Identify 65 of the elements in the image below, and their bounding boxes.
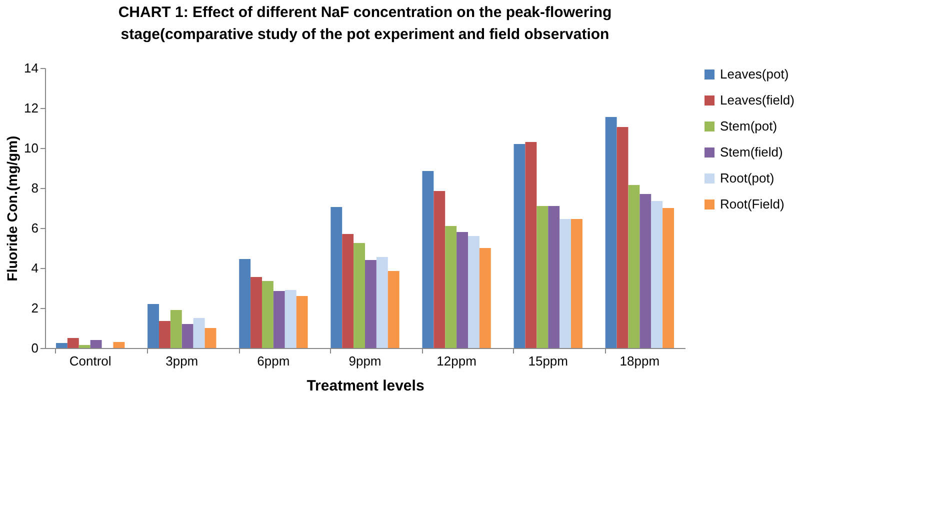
y-tick-label: 14: [24, 60, 38, 76]
y-tick-label: 12: [24, 100, 38, 116]
bar: [193, 318, 205, 348]
bar: [536, 206, 548, 348]
bar: [250, 277, 262, 348]
y-tick-label: 2: [31, 300, 38, 316]
bar: [262, 281, 274, 348]
bar: [67, 338, 79, 348]
bar: [616, 127, 628, 348]
legend-label: Stem(pot): [720, 118, 778, 134]
bar: [204, 328, 216, 348]
bar: [365, 260, 376, 348]
legend-label: Stem(field): [720, 144, 783, 160]
x-tick-label: 12ppm: [436, 354, 476, 368]
bar: [56, 343, 68, 348]
bar: [342, 234, 354, 348]
x-tick-label: 15ppm: [528, 354, 568, 368]
bar: [273, 291, 285, 348]
x-axis-title: Treatment levels: [306, 378, 424, 394]
bar: [376, 257, 388, 348]
x-tick-label: 9ppm: [348, 354, 382, 368]
bar: [605, 117, 617, 348]
bar: [296, 296, 308, 348]
bar: [158, 321, 170, 348]
bar: [78, 345, 90, 348]
legend-label: Root(Field): [720, 196, 784, 212]
bar: [651, 201, 663, 348]
x-tick-label: Control: [69, 354, 112, 368]
bar: [640, 194, 652, 348]
bar: [571, 219, 582, 348]
x-tick-label: 18ppm: [620, 354, 660, 368]
bar: [239, 259, 251, 348]
bar: [284, 290, 296, 348]
bar: [182, 324, 194, 348]
bar: [560, 219, 572, 348]
chart-title: CHART 1: Effect of different NaF concentration on the peak-flowering stage(comparative study of the pot experiment and field observation: [118, 4, 612, 43]
bar: [548, 206, 560, 348]
bar: [456, 232, 468, 348]
x-tick-label: 3ppm: [166, 354, 198, 368]
y-tick-label: 0: [31, 340, 38, 356]
bar: [514, 144, 526, 348]
bar: [434, 191, 446, 348]
bar: [388, 271, 400, 348]
bar: [445, 226, 457, 348]
legend-label: Leaves(pot): [720, 66, 789, 82]
bar: [525, 142, 537, 348]
y-tick-label: 10: [24, 140, 38, 156]
bar: [628, 185, 640, 348]
x-tick-label: 6ppm: [257, 354, 290, 368]
bar: [148, 304, 159, 348]
y-tick-label: 6: [31, 220, 38, 236]
legend-label: Root(pot): [720, 170, 774, 186]
bar: [113, 342, 125, 348]
y-tick-label: 4: [31, 260, 38, 276]
bar: [170, 310, 182, 348]
bar: [354, 243, 365, 348]
bar: [422, 171, 434, 348]
bar: [468, 236, 480, 348]
y-tick-label: 8: [31, 180, 38, 196]
legend-label: Leaves(field): [720, 92, 794, 108]
bar: [330, 207, 342, 348]
bar: [90, 340, 102, 348]
bar: [479, 248, 491, 348]
bar: [662, 208, 674, 348]
y-axis-title: Fluoride Con.(mg/gm): [4, 136, 20, 282]
